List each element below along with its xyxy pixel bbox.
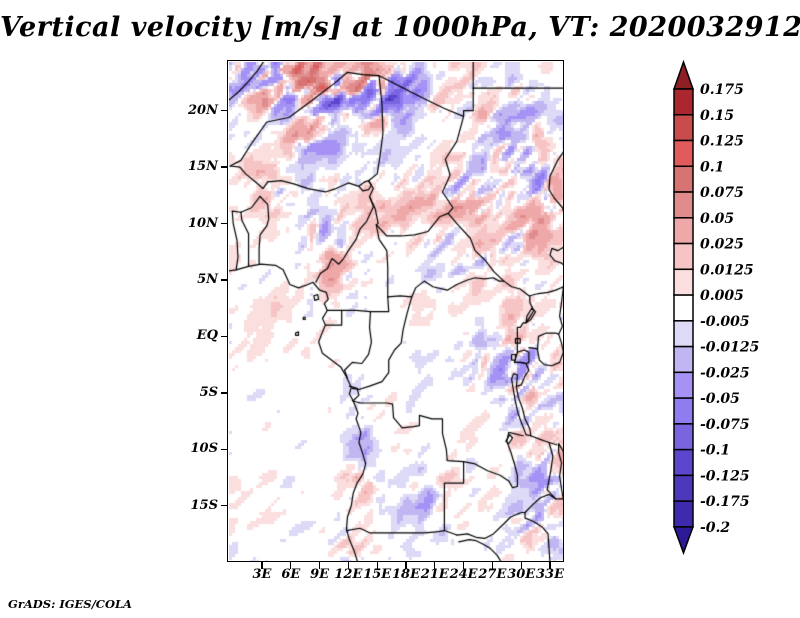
attribution-text: GrADS: IGES/COLA — [8, 597, 132, 611]
colorbar-label: -0.05 — [700, 391, 740, 407]
x-axis-tick — [549, 562, 551, 569]
colorbar-label: 0.0125 — [700, 262, 754, 278]
colorbar-segment — [673, 165, 694, 193]
colorbar-arrow-top — [672, 59, 695, 90]
colorbar-label: -0.2 — [700, 520, 730, 536]
x-axis-tick-label: 24E — [449, 567, 478, 582]
x-axis-tick — [491, 562, 494, 569]
colorbar-label: -0.075 — [700, 417, 750, 433]
colorbar-segment — [673, 345, 694, 374]
y-axis-tick-label: EQ — [196, 328, 218, 344]
x-axis-tick — [261, 562, 263, 569]
colorbar-label: 0.175 — [700, 82, 744, 98]
colorbar-label: 0.125 — [700, 134, 744, 150]
colorbar-segment — [673, 397, 694, 425]
colorbar-segment — [673, 268, 694, 296]
colorbar-label: 0.05 — [700, 211, 734, 227]
x-axis-tick — [434, 562, 436, 569]
x-axis-tick-label: 21E — [420, 567, 449, 582]
y-axis-tick — [221, 166, 228, 168]
colorbar-segment — [673, 217, 694, 245]
colorbar-label: -0.005 — [700, 314, 750, 330]
y-axis-tick — [221, 279, 228, 281]
y-axis-tick-label: 15S — [190, 497, 218, 513]
colorbar-label: 0.025 — [700, 237, 744, 253]
x-axis-tick-label: 6E — [281, 567, 301, 582]
y-axis-tick — [221, 505, 228, 507]
colorbar-segment — [673, 242, 694, 271]
colorbar-segment — [673, 423, 694, 451]
x-axis-tick-label: 33E — [536, 567, 564, 582]
colorbar-label: -0.0125 — [700, 340, 759, 356]
colorbar-label: -0.1 — [700, 443, 730, 459]
colorbar-segment — [673, 191, 694, 219]
y-axis-tick-label: 20N — [188, 102, 218, 118]
y-axis-tick-label: 10N — [188, 215, 218, 231]
x-axis-tick-label: 12E — [334, 567, 363, 582]
colorbar-segment — [673, 448, 694, 477]
x-axis-tick — [376, 562, 378, 569]
x-axis-tick-label: 18E — [392, 567, 420, 582]
colorbar-label: -0.125 — [700, 468, 750, 484]
x-axis-tick-label: 30E — [507, 567, 536, 582]
map-field-canvas — [229, 62, 564, 562]
y-axis-tick-label: 15N — [188, 159, 218, 175]
x-axis-tick-label: 27E — [478, 567, 507, 582]
colorbar-label: 0.15 — [700, 108, 734, 124]
colorbar-segment — [673, 114, 694, 142]
colorbar-segment — [673, 139, 694, 168]
x-axis-tick — [347, 562, 350, 569]
colorbar-segment — [673, 88, 694, 116]
x-axis-tick-label: 9E — [310, 567, 330, 582]
y-axis-tick-label: 5S — [199, 384, 218, 400]
x-axis-tick — [462, 562, 465, 569]
colorbar-segment — [673, 500, 694, 528]
x-axis-tick-label: 15E — [363, 567, 392, 582]
x-axis-tick — [290, 562, 292, 569]
colorbar-arrow-bottom — [672, 526, 695, 556]
y-axis-tick — [221, 448, 228, 450]
y-axis-tick-label: 10S — [190, 441, 218, 457]
colorbar-label: -0.025 — [700, 365, 750, 381]
colorbar-segment — [673, 371, 694, 399]
colorbar-label: 0.005 — [700, 288, 744, 304]
x-axis-tick — [520, 562, 522, 569]
x-axis-tick — [318, 562, 321, 569]
colorbar-label: 0.075 — [700, 185, 744, 201]
chart-title: Vertical velocity [m/s] at 1000hPa, VT: … — [0, 12, 800, 43]
y-axis-tick — [221, 222, 228, 225]
x-axis-tick-label: 3E — [252, 567, 272, 582]
y-axis-tick — [221, 335, 228, 338]
y-axis-tick — [221, 110, 228, 112]
colorbar-segment — [673, 294, 694, 322]
colorbar: 0.175 0.15 0.125 0.1 0.075 0.05 0.025 0.0125 0.0… — [672, 59, 759, 556]
x-axis-tick — [405, 562, 407, 569]
y-axis-tick-label: 5N — [197, 271, 218, 287]
colorbar-label: 0.1 — [700, 159, 724, 175]
y-axis-tick — [221, 392, 228, 394]
colorbar-segment — [673, 320, 694, 348]
colorbar-segment — [673, 474, 694, 502]
colorbar-label: -0.175 — [700, 494, 750, 510]
